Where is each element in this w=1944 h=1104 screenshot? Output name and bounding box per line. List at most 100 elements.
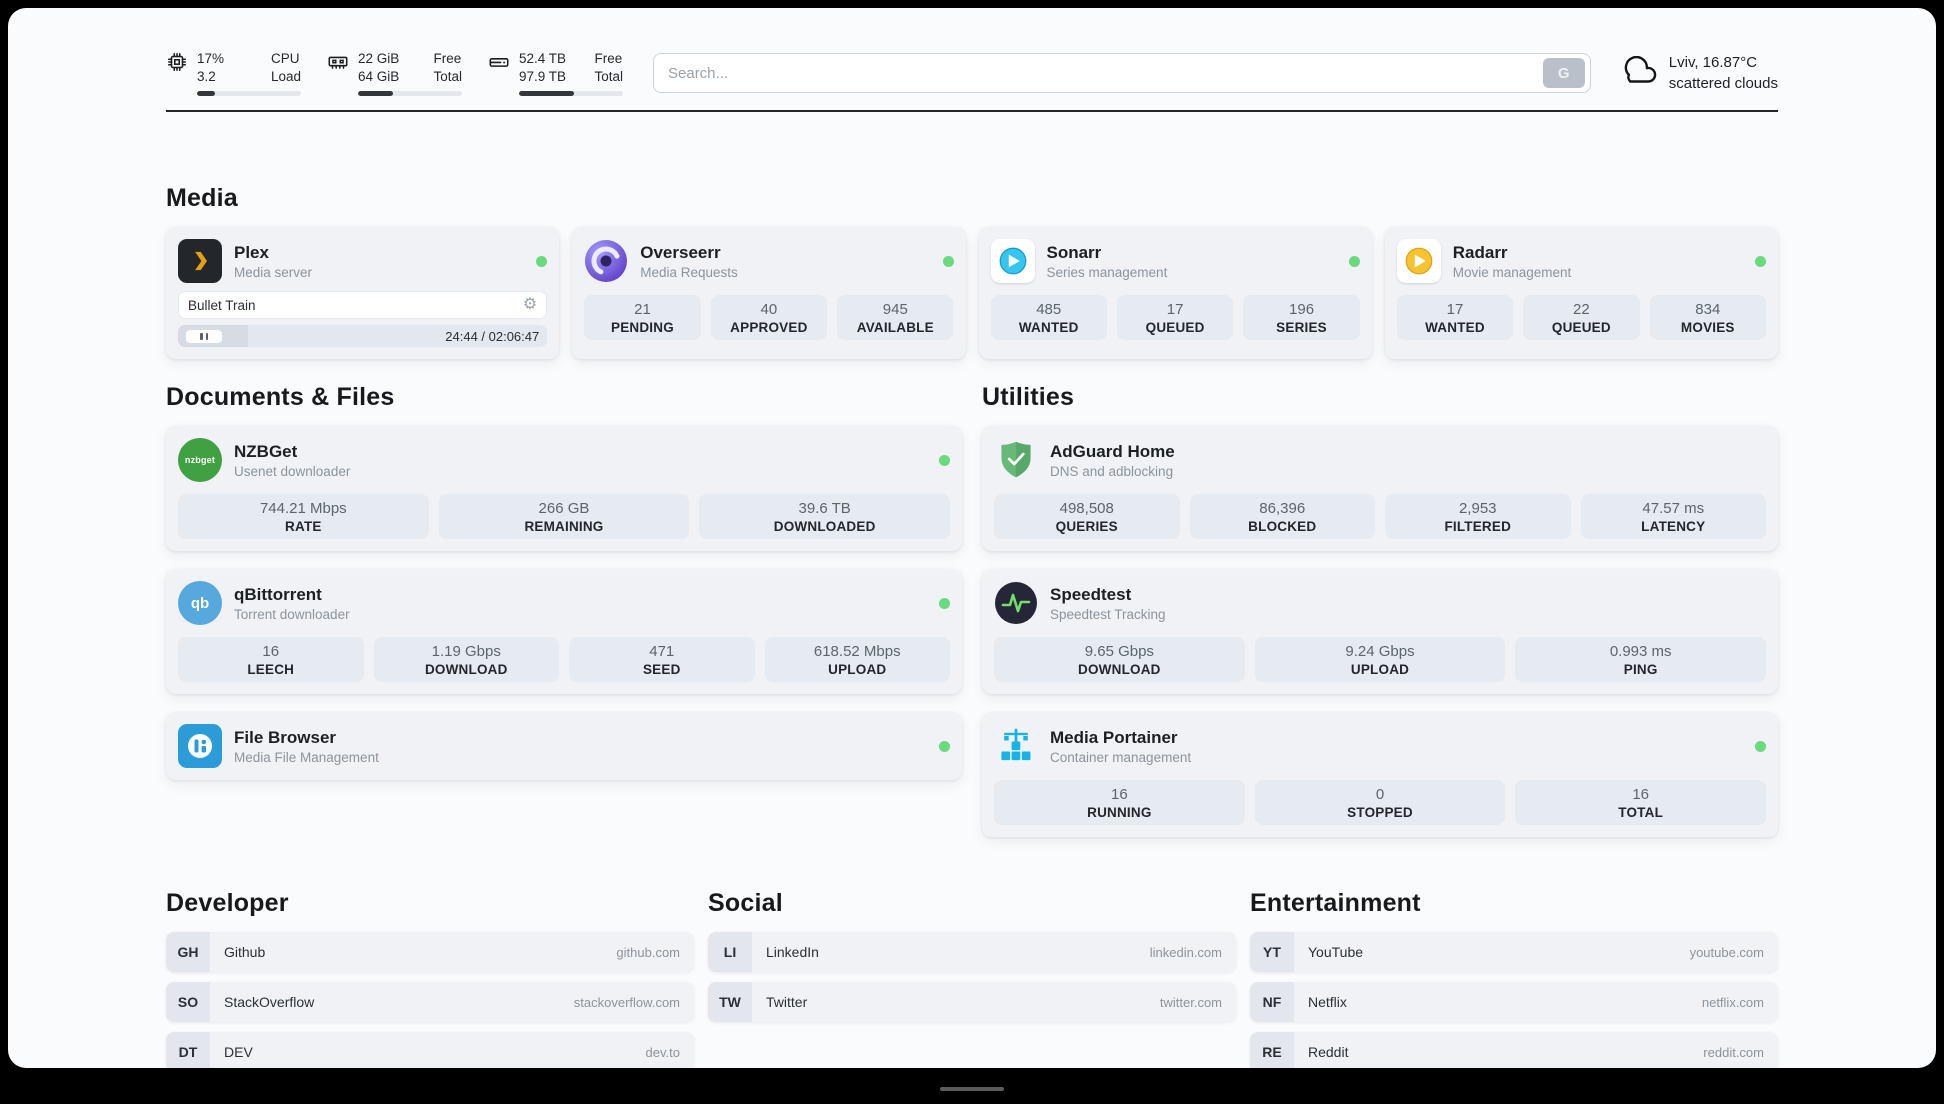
status-dot [939,740,950,752]
stat-upload: 618.52 Mbps UPLOAD [764,637,950,683]
status-dot [1755,740,1766,752]
stat-wanted: 17 WANTED [1396,295,1514,341]
bookmark-name: Github [224,944,266,961]
status-dot [536,255,548,267]
developer-section: Developer GH Github github.com SO StackO… [166,889,694,1068]
stat-running: 16 RUNNING [994,780,1245,826]
bookmark-name: Reddit [1308,1044,1349,1061]
bookmark-twitter[interactable]: TW Twitter twitter.com [708,982,1236,1023]
gear-icon[interactable]: ⚙ [522,296,538,314]
weather-widget: Lviv, 16.87°C scattered clouds [1621,52,1778,94]
now-playing-title: Bullet Train [188,297,256,313]
stat-blocked: 86,396 BLOCKED [1189,494,1375,540]
bookmark-stackoverflow[interactable]: SO StackOverflow stackoverflow.com [166,982,694,1023]
bookmark-name: YouTube [1308,944,1364,961]
overseerr-app-icon[interactable] [584,239,628,283]
cpu-usage-bar [197,91,301,97]
nzbget-app-icon[interactable]: nzbget [178,438,222,483]
stat-available: 945 AVAILABLE [837,295,954,341]
bookmark-url: stackoverflow.com [573,994,680,1010]
status-dot [939,454,950,466]
app-subtitle: Media Requests [640,264,738,280]
stat-latency: 47.57 ms LATENCY [1580,494,1766,540]
bookmark-linkedin[interactable]: LI LinkedIn linkedin.com [708,932,1236,973]
plex-app-icon[interactable] [178,239,222,284]
bookmark-name: StackOverflow [224,994,315,1011]
bookmark-url: reddit.com [1703,1044,1764,1060]
plex-card: Plex Media server Bullet Train ⚙ 24:44 /… [166,227,560,360]
filebrowser-app-icon[interactable] [178,724,222,769]
bookmark-abbr: TW [708,982,752,1023]
bookmark-url: linkedin.com [1149,944,1222,960]
app-name: Speedtest [1050,584,1132,604]
app-subtitle: DNS and adblocking [1050,463,1174,479]
radarr-app-icon[interactable] [1396,239,1441,284]
filebrowser-card: File Browser Media File Management [166,712,962,781]
ram-icon [327,51,349,73]
app-subtitle: Speedtest Tracking [1050,606,1166,622]
utilities-section: Utilities [982,383,1778,838]
sonarr-app-icon[interactable] [990,239,1035,284]
cpu-percent: 17% [197,51,225,66]
bookmark-netflix[interactable]: NF Netflix netflix.com [1250,982,1778,1023]
stat-queued: 17 QUEUED [1116,295,1234,341]
stat-download: 1.19 Gbps DOWNLOAD [373,637,559,683]
hard-drive-icon [488,51,510,73]
adguard-card: AdGuard Home DNS and adblocking 498,508 … [982,426,1778,552]
stat-queued: 22 QUEUED [1523,295,1640,341]
bookmark-youtube[interactable]: YT YouTube youtube.com [1250,932,1778,973]
speedtest-app-icon[interactable] [994,581,1038,625]
bookmark-name: DEV [224,1044,253,1061]
disk-free-label: Free [594,51,623,66]
bookmark-url: twitter.com [1159,994,1222,1010]
bookmark-url: netflix.com [1701,994,1764,1010]
qbittorrent-app-icon[interactable]: qb [178,581,222,626]
developer-section-title: Developer [166,889,289,918]
disk-free-value: 52.4 TB [519,51,567,66]
cpu-label: CPU [270,51,300,66]
stat-leech: 16 LEECH [178,637,364,683]
stat-approved: 40 APPROVED [710,295,828,341]
cpu-widget: 17% 3.2 CPU Load [166,50,301,97]
app-name: Radarr [1452,242,1508,262]
stat-pending: 21 PENDING [584,295,701,341]
stat-ping: 0.993 ms PING [1515,637,1766,683]
cpu-load-value: 3.2 [197,69,216,85]
app-subtitle: Media server [234,264,313,280]
weather-location: Lviv, 16.87°C [1668,54,1758,72]
cpu-load-label: Load [270,69,301,85]
portainer-card: Media Portainer Container management 16 … [982,712,1778,838]
stat-series: 196 SERIES [1243,295,1360,341]
media-section-title: Media [166,184,238,213]
cpu-icon [166,51,188,73]
ram-total-label: Total [433,69,462,85]
search-engine-button[interactable]: G [1542,58,1585,89]
bookmark-reddit[interactable]: RE Reddit reddit.com [1250,1032,1778,1068]
speedtest-card: Speedtest Speedtest Tracking 9.65 Gbps D… [982,569,1778,695]
playback-time: 24:44 / 02:06:47 [445,328,540,344]
stat-downloaded: 39.6 TB DOWNLOADED [699,494,950,540]
app-subtitle: Torrent downloader [234,606,350,622]
bookmark-abbr: DT [166,1032,210,1068]
cloud-icon [1621,55,1659,91]
qbittorrent-card: qb qBittorrent Torrent downloader 16 [166,569,962,695]
bookmark-dev[interactable]: DT DEV dev.to [166,1032,694,1068]
bookmark-abbr: RE [1250,1032,1294,1068]
portainer-app-icon[interactable] [994,724,1038,768]
header-divider [166,110,1778,113]
app-name: qBittorrent [234,584,322,604]
bookmark-github[interactable]: GH Github github.com [166,932,694,973]
playback-progress-bar[interactable]: 24:44 / 02:06:47 [178,325,548,348]
status-dot [942,255,954,267]
stat-wanted: 485 WANTED [990,295,1107,341]
ram-free-label: Free [433,51,462,66]
disk-usage-bar [519,91,623,97]
now-playing-bar: Bullet Train ⚙ [178,291,548,320]
app-name: Overseerr [640,242,721,262]
app-name: Sonarr [1046,242,1102,262]
search-input[interactable] [668,64,1543,82]
ram-free-value: 22 GiB [358,51,400,66]
pause-button[interactable] [186,329,222,343]
adguard-app-icon[interactable] [994,438,1038,482]
app-subtitle: Series management [1046,264,1168,280]
